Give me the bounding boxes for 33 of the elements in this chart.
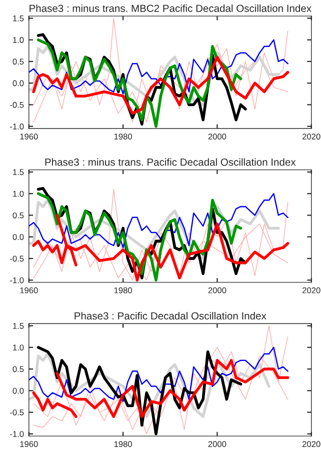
x-tick-label: 2020 [302,441,320,448]
x-tick-label: 1980 [114,287,132,294]
y-tick-label: 0.5 [12,366,24,372]
y-tick-label: 0.0 [12,388,24,394]
y-tick-label: -0.5 [10,102,24,108]
y-tick-label: -0.5 [10,256,24,262]
y-tick-label: 1.5 [13,323,24,329]
chart-title: Phase3 : minus trans. MBC2 Pacific Decadal Oscillation Index [30,4,312,12]
y-tick-label: -1.0 [10,124,24,130]
y-tick-label: 0.0 [12,234,24,240]
chart-title: Phase3 : minus trans. Pacific Decadal Oscillation Index [45,158,296,166]
y-tick-label: 1.0 [13,344,24,350]
y-tick-label: -1.0 [10,431,24,437]
x-tick-label: 1960 [20,134,38,140]
y-tick-label: 1.0 [13,37,24,43]
y-tick-label: 1.5 [13,16,24,22]
y-tick-label: -1.0 [10,277,24,284]
x-tick-label: 2020 [302,134,320,140]
y-tick-label: 1.0 [13,190,24,197]
x-tick-label: 2020 [302,287,320,294]
x-tick-label: 2000 [208,441,226,448]
y-tick-label: 0.5 [12,212,24,218]
x-tick-label: 1980 [114,441,132,448]
y-tick-label: 0.5 [12,58,24,65]
x-tick-label: 2000 [208,287,226,294]
x-tick-label: 2000 [208,134,226,140]
y-tick-label: -0.5 [10,409,24,416]
x-tick-label: 1960 [20,287,38,294]
x-tick-label: 1960 [20,441,38,448]
x-tick-label: 1980 [114,134,132,140]
chart-title: Phase3 : Pacific Decadal Oscillation Index [74,312,266,320]
y-tick-label: 0.0 [12,80,24,86]
y-tick-label: 1.5 [13,169,24,176]
